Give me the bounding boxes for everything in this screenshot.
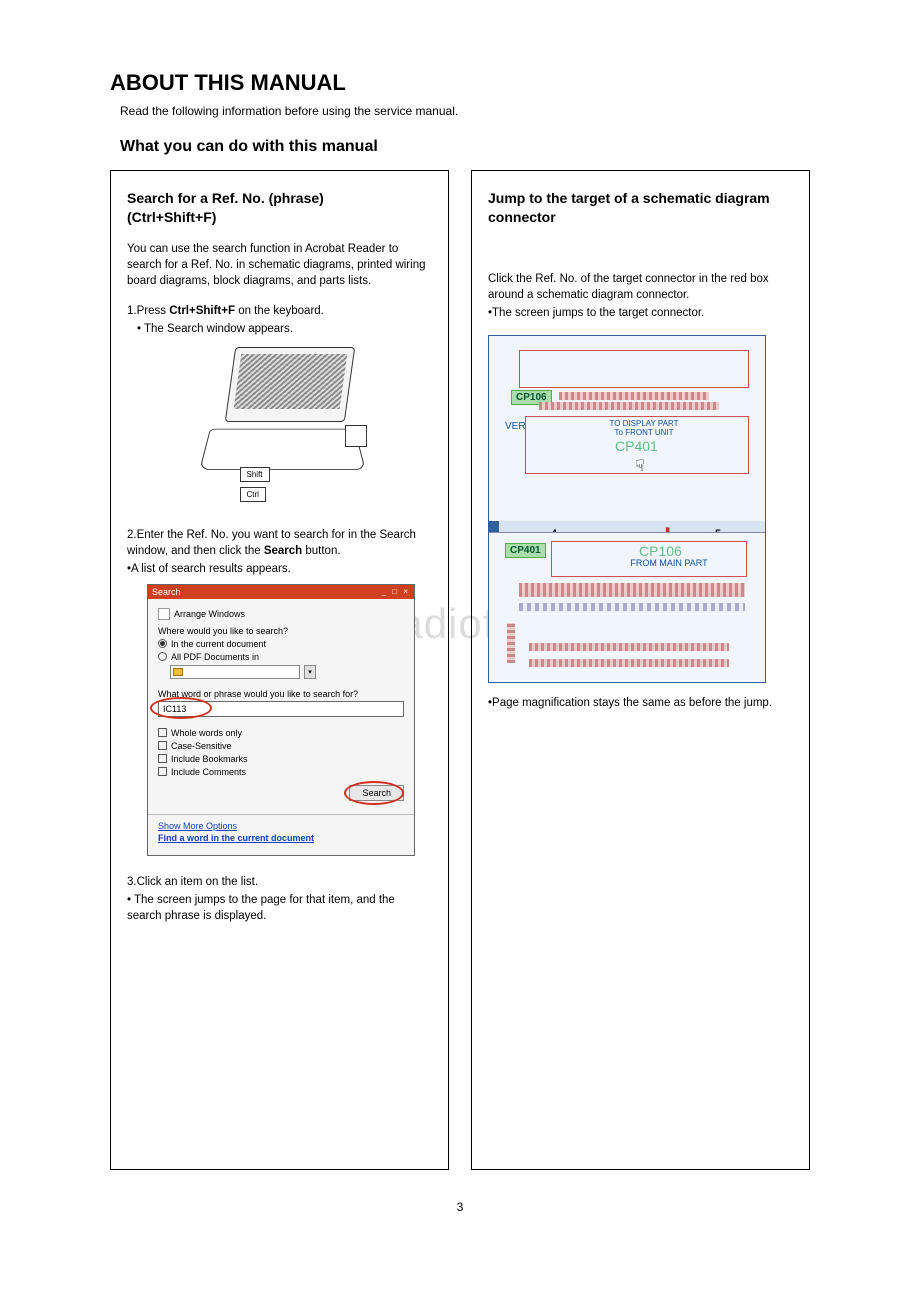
step2-post: button. (302, 545, 340, 557)
arrange-icon (158, 608, 170, 620)
label-cp401: CP401 (505, 543, 546, 558)
left-para1: You can use the search function in Acrob… (127, 241, 432, 289)
chk-case: Case-Sensitive (171, 741, 232, 751)
radio-current-icon (158, 639, 167, 648)
section-title: What you can do with this manual (120, 138, 810, 156)
chk-bookmarks-row: Include Bookmarks (158, 754, 404, 764)
phrase-label: What word or phrase would you like to se… (158, 689, 404, 699)
opt-all-row: All PDF Documents in (158, 652, 404, 662)
step2-note: •A list of search results appears. (127, 561, 432, 577)
step1-post: on the keyboard. (235, 305, 324, 317)
step1-bullet-text: The Search window appears. (144, 323, 293, 335)
page-title: ABOUT THIS MANUAL (110, 70, 810, 96)
laptop-illustration: Shift Ctrl (127, 347, 432, 507)
dialog-title: Search (152, 587, 181, 597)
highlight-oval-input (150, 697, 212, 719)
checkbox-bookmarks-icon (158, 754, 167, 763)
display-text-l2: To FRONT UNIT (615, 428, 674, 437)
where-label: Where would you like to search? (158, 626, 404, 636)
highlight-oval-button (344, 781, 404, 805)
label-ver: VER (505, 421, 526, 432)
right-column: Jump to the target of a schematic diagra… (471, 170, 810, 1170)
step1-pre: 1.Press (127, 305, 169, 317)
window-buttons-icon: _ □ × (382, 587, 410, 597)
dialog-titlebar: Search _ □ × (148, 585, 414, 599)
chk-whole-row: Whole words only (158, 728, 404, 738)
cursor-icon: ☟ (635, 456, 645, 476)
step3-bullet: • The screen jumps to the page for that … (127, 892, 432, 924)
label-cp106-big: CP106 (639, 543, 682, 559)
chk-whole: Whole words only (171, 728, 242, 738)
intro-text: Read the following information before us… (120, 104, 810, 118)
label-from-main: FROM MAIN PART (609, 559, 729, 569)
opt-current-row: In the current document (158, 639, 404, 649)
search-dialog: Search _ □ × Arrange Windows Where would… (147, 584, 415, 856)
checkbox-comments-icon (158, 767, 167, 776)
step2-bold: Search (264, 545, 302, 557)
step1: 1.Press Ctrl+Shift+F on the keyboard. (127, 303, 432, 319)
step1-bullet: The Search window appears. (127, 321, 432, 337)
chk-comments: Include Comments (171, 767, 246, 777)
step2: 2.Enter the Ref. No. you want to search … (127, 527, 432, 559)
left-title-line2: (Ctrl+Shift+F) (127, 208, 432, 227)
arrange-row: Arrange Windows (158, 608, 404, 620)
folder-icon (173, 668, 183, 676)
radio-all-icon (158, 652, 167, 661)
columns: Search for a Ref. No. (phrase) (Ctrl+Shi… (110, 170, 810, 1170)
chk-comments-row: Include Comments (158, 767, 404, 777)
right-bullet2: •Page magnification stays the same as be… (488, 695, 793, 711)
chk-bookmarks: Include Bookmarks (171, 754, 248, 764)
chk-case-row: Case-Sensitive (158, 741, 404, 751)
key-shift-label: Shift (240, 467, 270, 482)
path-row: ▾ (170, 665, 404, 679)
checkbox-case-icon (158, 741, 167, 750)
display-text-l1: TO DISPLAY PART (609, 419, 678, 428)
schematic-illustration: CP106 VER TO DISPLAY PART To FRONT UNIT … (488, 335, 766, 683)
checkbox-whole-icon (158, 728, 167, 737)
opt-all: All PDF Documents in (171, 652, 259, 662)
opt-current: In the current document (171, 639, 266, 649)
left-column: Search for a Ref. No. (phrase) (Ctrl+Shi… (110, 170, 449, 1170)
dropdown-icon: ▾ (304, 665, 316, 679)
right-bullet1: •The screen jumps to the target connecto… (488, 305, 793, 321)
left-box-title: Search for a Ref. No. (phrase) (Ctrl+Shi… (127, 189, 432, 227)
step3: 3.Click an item on the list. (127, 874, 432, 890)
label-cp401-big: CP401 (615, 438, 658, 454)
path-input (170, 665, 300, 679)
arrange-label: Arrange Windows (174, 609, 245, 619)
step1-bold: Ctrl+Shift+F (169, 305, 235, 317)
left-title-line1: Search for a Ref. No. (phrase) (127, 190, 324, 206)
link-more-options: Show More Options (158, 821, 404, 831)
right-para1: Click the Ref. No. of the target connect… (488, 271, 793, 303)
page-number: 3 (110, 1200, 810, 1214)
key-ctrl-label: Ctrl (240, 487, 266, 502)
right-box-title: Jump to the target of a schematic diagra… (488, 189, 793, 227)
link-find-word: Find a word in the current document (158, 833, 404, 843)
